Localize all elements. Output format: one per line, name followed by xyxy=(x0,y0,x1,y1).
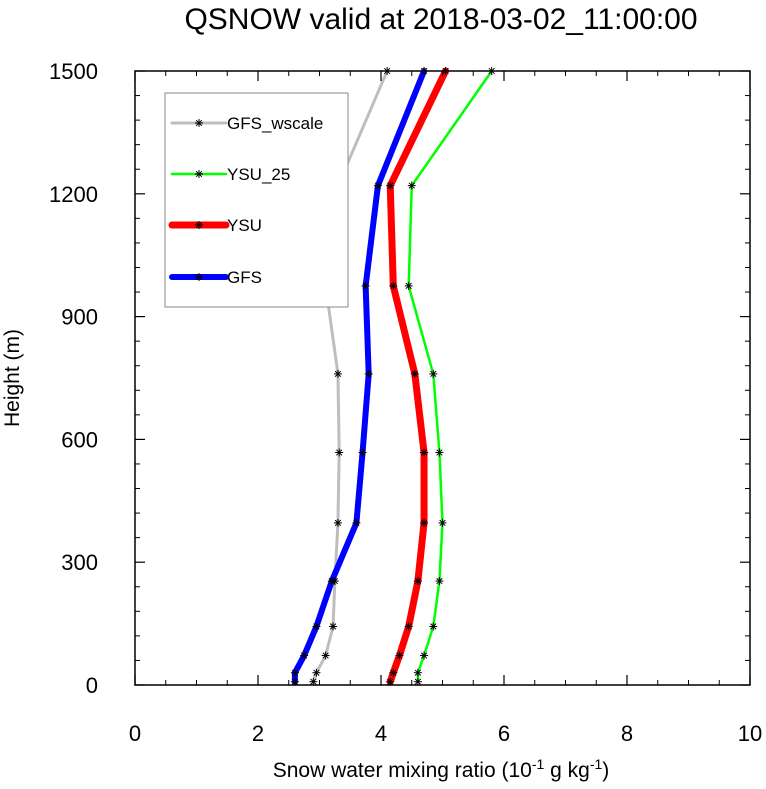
legend-marker-1 xyxy=(195,170,203,178)
series-point-2 xyxy=(386,181,395,190)
series-point-1 xyxy=(429,369,438,378)
series-point-0 xyxy=(335,448,344,457)
series-point-2 xyxy=(420,448,429,457)
legend: GFS_wscale YSU_25 YSU GFS xyxy=(164,92,349,308)
series-line-1 xyxy=(407,69,493,683)
series-point-3 xyxy=(327,577,336,586)
x-tick-label: 6 xyxy=(498,721,510,746)
x-tick-label: 0 xyxy=(129,721,141,746)
series-point-1 xyxy=(404,281,413,290)
series-point-1 xyxy=(413,677,422,686)
y-tick-label: 1500 xyxy=(49,59,98,84)
series-point-0 xyxy=(329,622,338,631)
y-tick-label: 600 xyxy=(61,427,98,452)
series-point-3 xyxy=(312,622,321,631)
series-point-0 xyxy=(333,518,342,527)
series-point-2 xyxy=(389,668,398,677)
series-point-1 xyxy=(429,622,438,631)
legend-label-2: YSU xyxy=(227,216,262,235)
series-point-3 xyxy=(364,369,373,378)
x-tick-label: 2 xyxy=(252,721,264,746)
y-tick-label: 300 xyxy=(61,550,98,575)
series-point-3 xyxy=(352,518,361,527)
series-point-3 xyxy=(300,651,309,660)
y-axis-title: Height (m) xyxy=(1,329,24,427)
series-point-2 xyxy=(386,677,395,686)
series-point-2 xyxy=(413,577,422,586)
x-axis-title-exp1: -1 xyxy=(532,756,545,772)
series-point-0 xyxy=(321,651,330,660)
y-tick-label: 900 xyxy=(61,305,98,330)
series-point-2 xyxy=(389,281,398,290)
legend-label-0: GFS_wscale xyxy=(227,114,323,133)
series-point-0 xyxy=(333,369,342,378)
legend-label-3: GFS xyxy=(227,268,262,287)
series-point-3 xyxy=(358,448,367,457)
series-point-2 xyxy=(410,369,419,378)
series-point-2 xyxy=(404,622,413,631)
series-point-0 xyxy=(312,668,321,677)
series-point-1 xyxy=(435,448,444,457)
series-point-1 xyxy=(413,668,422,677)
series-point-1 xyxy=(407,181,416,190)
y-tick-label: 1200 xyxy=(49,182,98,207)
legend-box xyxy=(164,92,349,308)
chart-title: QSNOW valid at 2018-03-02_11:00:00 xyxy=(184,3,697,36)
series-point-1 xyxy=(438,518,447,527)
legend-marker-0 xyxy=(195,119,203,127)
series-point-3 xyxy=(373,181,382,190)
y-tick-label: 0 xyxy=(86,673,98,698)
series-point-3 xyxy=(290,668,299,677)
x-axis-title-prefix: Snow water mixing ratio (10 xyxy=(273,759,532,782)
series-point-3 xyxy=(361,281,370,290)
legend-label-1: YSU_25 xyxy=(227,165,290,184)
series-point-1 xyxy=(420,651,429,660)
x-tick-label: 4 xyxy=(375,721,387,746)
legend-marker-2 xyxy=(195,221,203,229)
legend-marker-3 xyxy=(195,273,203,281)
ticks-layer: 0 2 4 6 8 10 0 300 600 900 1200 1500 xyxy=(49,59,762,746)
x-tick-label: 10 xyxy=(738,721,762,746)
series-point-1 xyxy=(435,577,444,586)
x-axis-title: Snow water mixing ratio (10-1 g kg-1) xyxy=(273,756,610,782)
x-axis-title-middle: g kg xyxy=(544,759,590,782)
series-point-2 xyxy=(420,518,429,527)
x-tick-label: 8 xyxy=(621,721,633,746)
x-axis-title-exp2: -1 xyxy=(590,756,603,772)
series-point-2 xyxy=(395,651,404,660)
x-axis-title-suffix: ) xyxy=(602,759,609,782)
